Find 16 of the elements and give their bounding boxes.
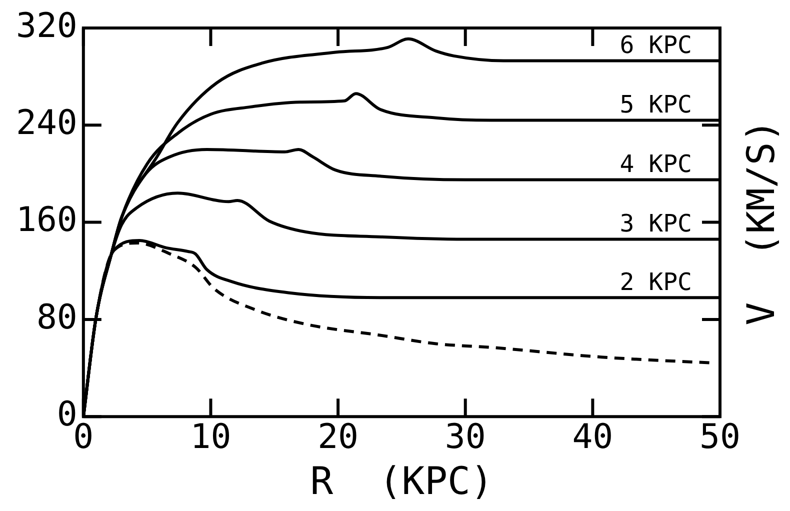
x-tick-label: 10 [190, 416, 232, 457]
x-tick-label: 50 [700, 416, 740, 457]
legend-label: 3 KPC [620, 210, 692, 238]
series-label: 5 KPC [620, 90, 692, 119]
y-axis-title: V (KM/S) [738, 119, 783, 326]
x-tick-label: 20 [318, 416, 359, 457]
y-tick-label: 240 [16, 102, 78, 143]
x-tick-label: 30 [444, 416, 486, 457]
y-tick-label: 160 [16, 200, 78, 240]
y-tick-label: 320 [16, 6, 78, 46]
x-tick-label: 40 [572, 416, 614, 457]
y-tick-label: 80 [36, 297, 78, 338]
series-label: 4 KPC [620, 150, 692, 178]
x-axis-title: R (KPC) [310, 459, 494, 504]
legend-label: 6 KPC [620, 31, 692, 60]
series-label: 2 KPC [620, 268, 692, 296]
